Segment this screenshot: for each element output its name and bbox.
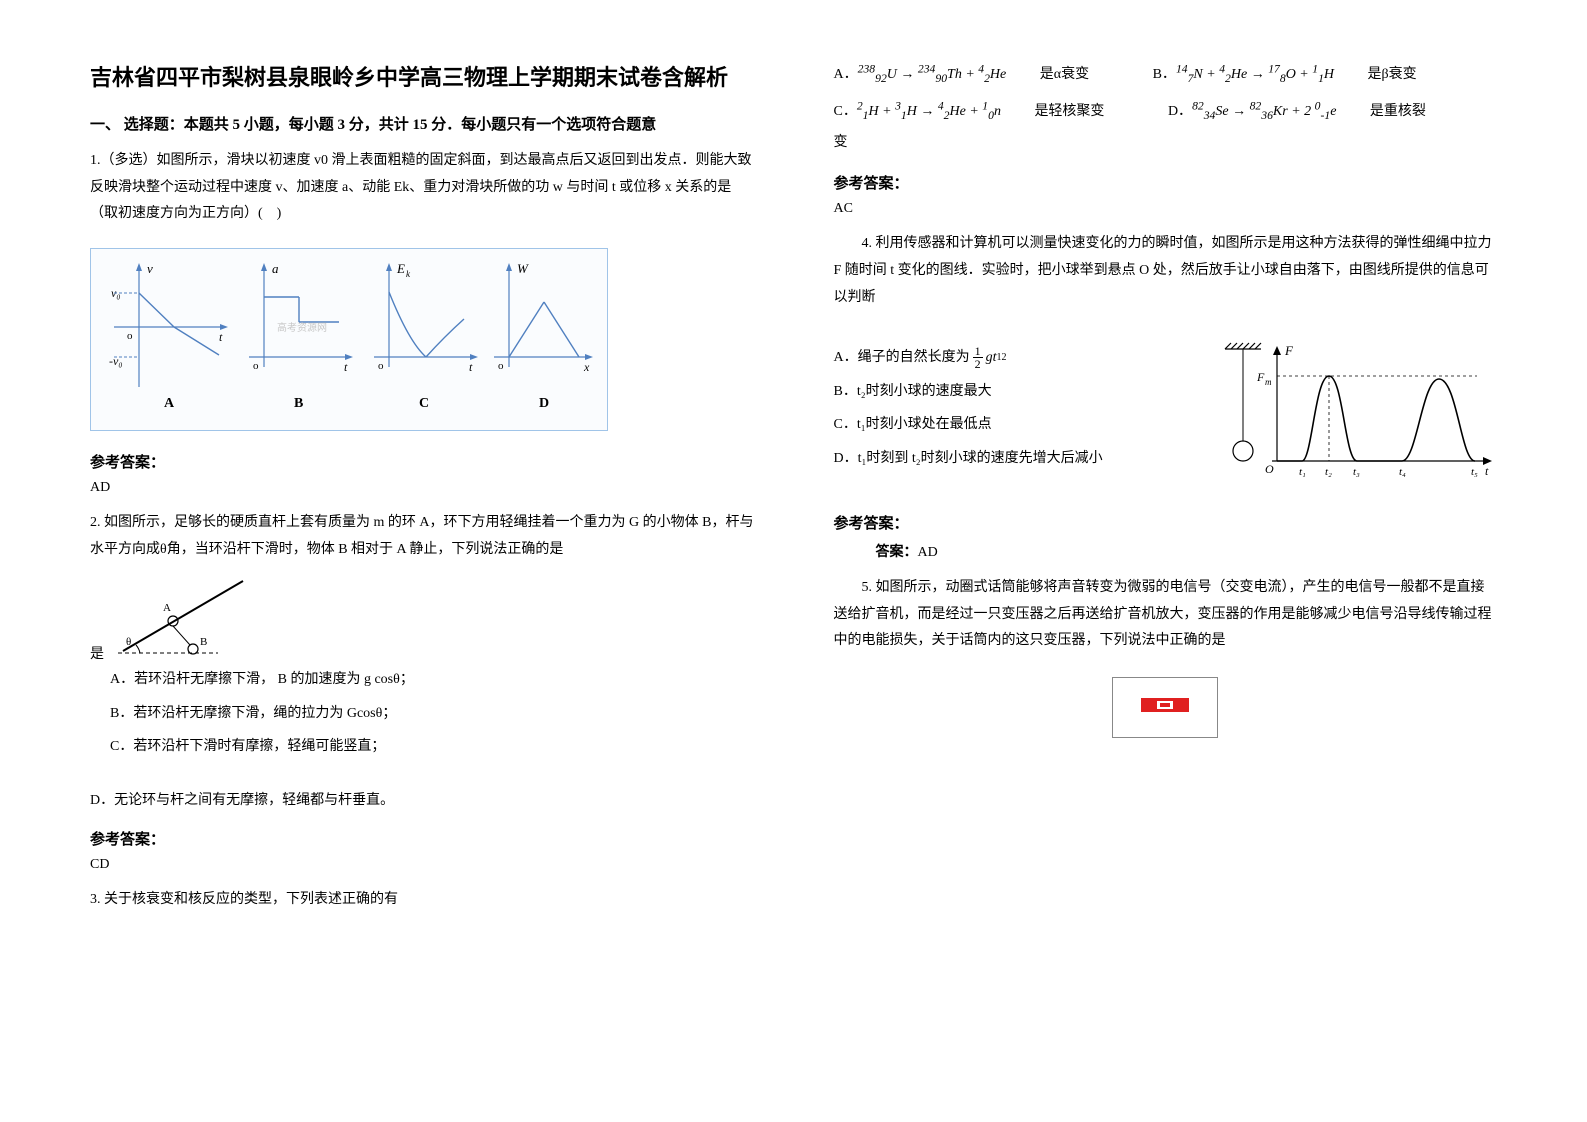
- svg-text:E: E: [396, 261, 405, 276]
- q3-optA-suffix: 是α衰变: [1036, 67, 1089, 82]
- q3-answer-label: 参考答案：: [834, 172, 1498, 193]
- q2-answer: CD: [90, 857, 754, 873]
- q4-optB: B．t₂时刻小球的速度最大: [834, 375, 1188, 409]
- q4-answer: AD: [918, 545, 938, 560]
- svg-text:C: C: [419, 396, 429, 411]
- svg-text:B: B: [294, 396, 303, 411]
- svg-text:t: t: [469, 360, 473, 374]
- q1-body: 1.（多选）如图所示，滑块以初速度 v0 滑上表面粗糙的固定斜面，到达最高点后又…: [90, 148, 754, 228]
- q4-answer-line: 答案：AD: [834, 541, 1498, 561]
- q4-optC: C．t₁时刻小球处在最低点: [834, 408, 1188, 442]
- svg-text:A: A: [163, 602, 171, 614]
- svg-text:t₅: t₅: [1471, 466, 1478, 478]
- q4-optD: D．t₁时刻到 t₂时刻小球的速度先增大后减小: [834, 442, 1188, 476]
- q3-optB: B．147N + 42He → 178O + 11H 是β衰变: [1153, 67, 1447, 82]
- q2-suffix-shi: 是: [90, 643, 104, 663]
- svg-text:A: A: [164, 396, 175, 411]
- svg-text:F: F: [1256, 370, 1265, 384]
- svg-text:W: W: [517, 261, 529, 276]
- q2-optA: A．若环沿杆无摩擦下滑， B 的加速度为 g cosθ；: [110, 663, 754, 697]
- exam-title: 吉林省四平市梨树县泉眼岭乡中学高三物理上学期期末试卷含解析: [90, 60, 754, 95]
- q3-optA: A．23892U → 23490Th + 42He 是α衰变: [834, 67, 1120, 82]
- svg-text:v: v: [147, 261, 153, 276]
- svg-text:k: k: [406, 269, 411, 279]
- svg-text:o: o: [498, 360, 504, 372]
- q5-figure: [834, 667, 1498, 738]
- q3-options: A．23892U → 23490Th + 42He 是α衰变 B．147N + …: [834, 60, 1498, 158]
- q3-optC-suffix: 是轻核聚变: [1031, 104, 1105, 119]
- q2-optD: D．无论环与杆之间有无摩擦，轻绳都与杆垂直。: [90, 784, 754, 818]
- q1-answer-label: 参考答案：: [90, 451, 754, 472]
- section-heading: 一、 选择题：本题共 5 小题，每小题 3 分，共计 15 分．每小题只有一个选…: [90, 113, 754, 134]
- q2-text-part1: 2. 如图所示，足够长的硬质直杆上套有质量为 m 的环 A，环下方用轻绳挂着一个…: [90, 515, 753, 557]
- q3-optB-suffix: 是β衰变: [1364, 67, 1417, 82]
- svg-text:F: F: [1284, 343, 1294, 358]
- svg-text:t: t: [344, 360, 348, 374]
- svg-text:t₂: t₂: [1325, 466, 1332, 478]
- q1-figure: v t v₀ -v₀ o A a t: [90, 248, 608, 431]
- q4-answer-label: 参考答案：: [834, 512, 1498, 533]
- svg-text:B: B: [200, 636, 207, 648]
- svg-text:t: t: [1485, 464, 1489, 478]
- svg-text:θ: θ: [126, 636, 131, 648]
- svg-text:a: a: [272, 261, 279, 276]
- svg-text:o: o: [253, 360, 259, 372]
- q2-optC: C．若环沿杆下滑时有摩擦，轻绳可能竖直；: [110, 730, 754, 764]
- q2-answer-label: 参考答案：: [90, 828, 754, 849]
- q4-body: 4. 利用传感器和计算机可以测量快速变化的力的瞬时值，如图所示是用这种方法获得的…: [834, 231, 1498, 311]
- svg-text:o: o: [378, 360, 384, 372]
- svg-text:x: x: [583, 360, 590, 374]
- svg-text:t₄: t₄: [1399, 466, 1406, 478]
- q5-body: 5. 如图所示，动圈式话筒能够将声音转变为微弱的电信号（交变电流），产生的电信号…: [834, 575, 1498, 655]
- svg-text:高考资源网: 高考资源网: [277, 321, 327, 334]
- q4-optA: A．绳子的自然长度为 1 2 gt12: [834, 341, 1188, 375]
- svg-text:t₁: t₁: [1299, 466, 1306, 478]
- svg-text:D: D: [539, 396, 549, 411]
- q4-graph: F t O F m t₁ t₂ t₃ t₄: [1217, 341, 1497, 496]
- q4-optA-prefix: A．绳子的自然长度为: [834, 341, 970, 375]
- svg-text:o: o: [127, 330, 133, 342]
- svg-text:-v₀: -v₀: [109, 354, 123, 368]
- svg-text:O: O: [1265, 462, 1274, 476]
- q2-body: 2. 如图所示，足够长的硬质直杆上套有质量为 m 的环 A，环下方用轻绳挂着一个…: [90, 510, 754, 563]
- q3-body: 3. 关于核衰变和核反应的类型，下列表述正确的有: [90, 887, 754, 914]
- svg-text:m: m: [1265, 377, 1272, 387]
- q1-answer: AD: [90, 480, 754, 496]
- q4-answer-prefix: 答案：: [876, 545, 918, 560]
- q3-optC: C．21H + 31H → 42He + 10n 是轻核聚变: [834, 104, 1135, 119]
- svg-text:t₃: t₃: [1353, 466, 1360, 478]
- q2-figure: A B θ: [108, 573, 268, 663]
- q2-optB: B．若环沿杆无摩擦下滑，绳的拉力为 Gcosθ；: [110, 697, 754, 731]
- svg-text:t: t: [219, 330, 223, 344]
- q3-answer: AC: [834, 201, 1498, 217]
